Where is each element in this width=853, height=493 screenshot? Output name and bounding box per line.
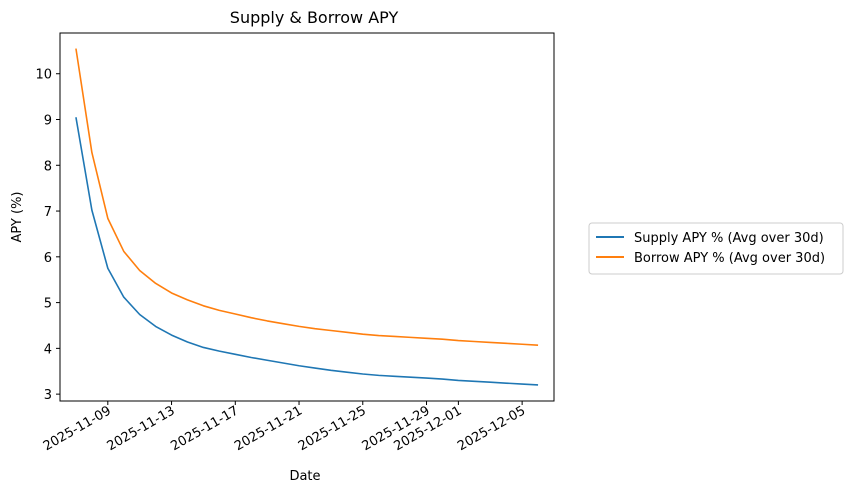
y-tick-label: 4 (44, 342, 52, 357)
x-tick-label: 2025-11-13 (105, 403, 178, 454)
y-tick-label: 7 (44, 205, 52, 220)
chart-title: Supply & Borrow APY (230, 8, 399, 27)
x-axis: 2025-11-092025-11-132025-11-172025-11-21… (41, 401, 528, 454)
y-tick-label: 9 (44, 114, 52, 129)
x-tick-label: 2025-11-17 (168, 403, 241, 454)
x-tick-label: 2025-12-05 (455, 403, 528, 454)
y-tick-label: 3 (44, 388, 52, 403)
plot-frame (59, 32, 555, 402)
x-tick-label: 2025-11-25 (296, 403, 369, 454)
legend-label: Borrow APY % (Avg over 30d) (634, 251, 825, 266)
y-tick-label: 10 (35, 68, 52, 83)
x-tick-label: 2025-11-09 (41, 403, 114, 454)
legend-label: Supply APY % (Avg over 30d) (634, 231, 824, 246)
y-tick-label: 6 (44, 251, 52, 266)
plot-area (59, 32, 555, 402)
y-tick-label: 8 (44, 159, 52, 174)
legend: Supply APY % (Avg over 30d) Borrow APY % … (588, 222, 844, 275)
series-line-supply (75, 117, 539, 386)
y-axis-label: APY (%) (10, 191, 25, 242)
series-lines (75, 48, 539, 386)
legend-box (588, 222, 844, 275)
y-tick-label: 5 (44, 297, 52, 312)
x-tick-label: 2025-11-21 (232, 403, 305, 454)
y-axis: 3 4 5 6 7 8 9 10 (35, 68, 60, 403)
series-line-borrow (75, 48, 539, 346)
x-axis-label: Date (289, 469, 320, 484)
